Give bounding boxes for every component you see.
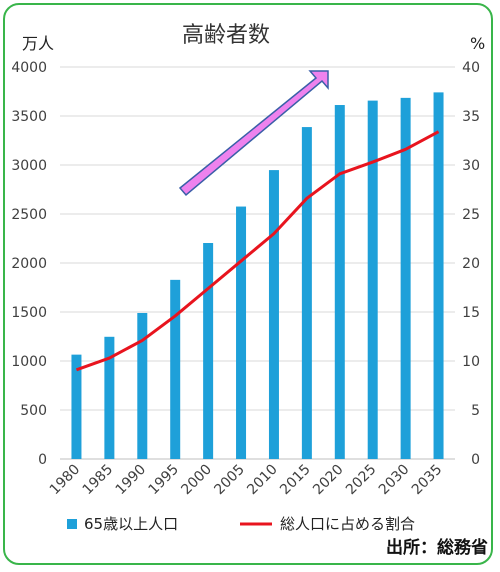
bar-1990 [137,312,148,459]
ratio-line [75,130,440,372]
gridlines [60,66,455,460]
legend-swatch-bars [67,519,77,529]
x-tick-label: 2025 [343,462,380,499]
x-tick-label: 2010 [244,462,281,499]
bar-2010 [268,170,279,459]
x-tick-label: 1985 [80,462,117,499]
left-tick-label: 2000 [11,256,47,272]
right-axis-unit: % [470,34,485,53]
left-axis-unit: 万人 [22,34,54,53]
line-series [75,130,440,372]
legend: 65歳以上人口 総人口に占める割合 [67,515,415,533]
right-tick-label: 25 [462,207,480,223]
right-axis: 0 5 10 15 20 25 30 35 40 [462,60,480,468]
right-tick-label: 15 [462,305,480,321]
right-tick-label: 5 [471,403,480,419]
left-tick-label: 3500 [11,109,47,125]
left-tick-label: 500 [20,403,47,419]
source-note: 出所：総務省 [386,537,488,558]
bar-2005 [236,206,247,459]
trend-arrow [178,70,329,197]
bar-2035 [433,92,444,459]
bar-2030 [400,97,411,460]
bar-2000 [203,243,214,459]
x-tick-label: 1990 [113,462,150,499]
right-tick-label: 40 [462,60,480,76]
left-tick-label: 4000 [11,60,47,76]
bar-series [71,92,444,460]
bar-2025 [367,100,378,459]
x-tick-label: 1995 [146,462,183,499]
legend-label-line: 総人口に占める割合 [280,515,415,533]
x-tick-label: 2030 [376,462,413,499]
right-tick-label: 35 [462,109,480,125]
x-tick-label: 1980 [47,462,84,499]
left-tick-label: 3000 [11,158,47,174]
chart-title: 高齢者数 [182,23,270,48]
bar-2015 [301,127,312,459]
bar-1980 [71,354,82,459]
bar-1985 [104,336,115,459]
x-tick-label: 2005 [211,462,248,499]
x-tick-label: 2035 [409,462,446,499]
right-tick-label: 20 [462,256,480,272]
left-tick-label: 0 [38,452,47,468]
trend-arrow-shape [178,70,329,197]
right-tick-label: 0 [471,452,480,468]
x-tick-label: 2000 [178,462,215,499]
left-tick-label: 1500 [11,305,47,321]
left-tick-label: 2500 [11,207,47,223]
bar-1995 [170,279,181,459]
chart-frame [3,3,493,565]
right-tick-label: 30 [462,158,480,174]
x-tick-label: 2020 [310,462,347,499]
left-tick-label: 1000 [11,354,47,370]
x-tick-label: 2015 [277,462,314,499]
x-axis: 1980198519901995200020052010201520202025… [47,462,446,499]
right-tick-label: 10 [462,354,480,370]
legend-label-bars: 65歳以上人口 [84,515,178,533]
left-axis: 0 500 1000 1500 2000 2500 3000 3500 4000 [11,60,47,468]
bar-2020 [334,105,345,460]
